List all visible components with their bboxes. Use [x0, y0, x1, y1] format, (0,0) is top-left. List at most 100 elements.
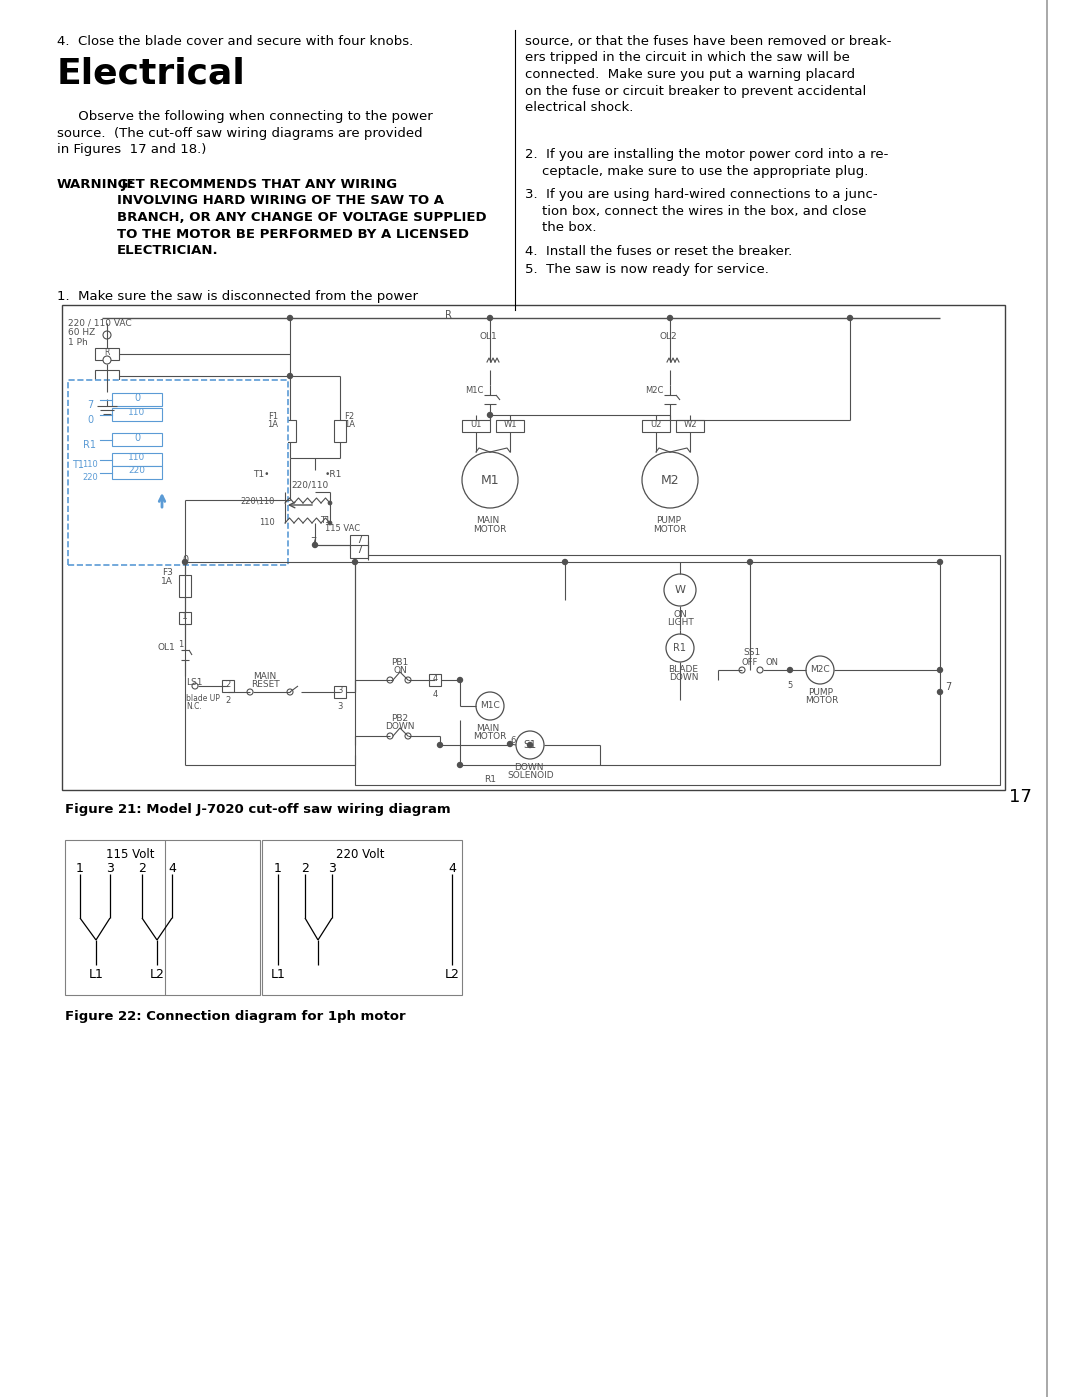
Text: M2C: M2C — [645, 386, 663, 395]
Circle shape — [462, 453, 518, 509]
Bar — [68, 380, 288, 564]
Text: T1•: T1• — [254, 469, 270, 479]
Text: 110: 110 — [82, 460, 98, 469]
Bar — [65, 840, 260, 995]
Text: OFF: OFF — [742, 658, 758, 666]
Text: 1A: 1A — [267, 420, 278, 429]
Text: 7: 7 — [356, 535, 362, 545]
Circle shape — [103, 331, 111, 339]
Text: MOTOR: MOTOR — [653, 525, 687, 534]
Text: source, or that the fuses have been removed or break-
ers tripped in the circuit: source, or that the fuses have been remo… — [525, 35, 891, 115]
Bar — [222, 680, 234, 692]
Text: 4: 4 — [432, 673, 437, 683]
Text: N.C.: N.C. — [186, 703, 202, 711]
Circle shape — [192, 683, 198, 689]
Bar — [642, 420, 670, 432]
Circle shape — [487, 412, 492, 418]
Text: 6: 6 — [510, 736, 515, 745]
Text: 4: 4 — [432, 690, 437, 698]
Circle shape — [312, 542, 318, 548]
Text: F2: F2 — [345, 412, 354, 420]
Text: OL2: OL2 — [660, 332, 677, 341]
Circle shape — [352, 560, 357, 564]
Bar — [112, 393, 162, 407]
Text: 220: 220 — [129, 467, 146, 475]
Text: M1C: M1C — [464, 386, 483, 395]
Circle shape — [226, 683, 230, 689]
Circle shape — [458, 678, 462, 683]
Circle shape — [937, 690, 943, 694]
Circle shape — [937, 668, 943, 672]
Text: 7: 7 — [945, 682, 951, 692]
Text: 1A: 1A — [345, 420, 355, 429]
Circle shape — [787, 668, 793, 672]
Bar — [676, 420, 704, 432]
Text: PUMP: PUMP — [808, 687, 833, 697]
Text: Observe the following when connecting to the power
source.  (The cut-off saw wir: Observe the following when connecting to… — [57, 110, 433, 156]
Bar — [112, 467, 162, 479]
Circle shape — [806, 657, 834, 685]
Text: MOTOR: MOTOR — [473, 732, 507, 740]
Text: R1: R1 — [484, 775, 496, 784]
Text: L2: L2 — [445, 968, 459, 981]
Text: 1A: 1A — [161, 577, 173, 585]
Text: PB1: PB1 — [391, 658, 408, 666]
Circle shape — [287, 689, 293, 694]
Text: Electrical: Electrical — [57, 57, 246, 91]
Circle shape — [387, 678, 393, 683]
Text: 110: 110 — [129, 408, 146, 416]
Text: 3: 3 — [337, 703, 342, 711]
Text: 5.  The saw is now ready for service.: 5. The saw is now ready for service. — [525, 263, 769, 277]
Text: M1: M1 — [481, 474, 499, 486]
Circle shape — [283, 521, 287, 525]
Circle shape — [458, 763, 462, 767]
Text: RESET: RESET — [251, 680, 280, 689]
Text: 1.  Make sure the saw is disconnected from the power: 1. Make sure the saw is disconnected fro… — [57, 291, 418, 303]
Text: DOWN: DOWN — [514, 763, 543, 773]
Circle shape — [437, 742, 443, 747]
Circle shape — [103, 356, 111, 365]
Text: M2: M2 — [661, 474, 679, 486]
Text: Figure 21: Model J-7020 cut-off saw wiring diagram: Figure 21: Model J-7020 cut-off saw wiri… — [65, 803, 450, 816]
Circle shape — [328, 502, 332, 504]
Text: Figure 22: Connection diagram for 1ph motor: Figure 22: Connection diagram for 1ph mo… — [65, 1010, 406, 1023]
Bar — [429, 673, 441, 686]
Text: 115 VAC: 115 VAC — [325, 524, 360, 534]
Text: 220 / 110 VAC: 220 / 110 VAC — [68, 319, 132, 327]
Circle shape — [508, 742, 513, 746]
Circle shape — [666, 634, 694, 662]
Text: 4.  Install the fuses or reset the breaker.: 4. Install the fuses or reset the breake… — [525, 244, 793, 258]
Bar — [112, 433, 162, 446]
Text: 4: 4 — [168, 862, 176, 875]
Text: DOWN: DOWN — [386, 722, 415, 731]
Bar — [179, 576, 191, 597]
Text: LIGHT: LIGHT — [667, 617, 693, 627]
Text: ON: ON — [393, 666, 407, 675]
Text: MAIN: MAIN — [254, 672, 276, 680]
Circle shape — [487, 316, 492, 320]
Text: W: W — [675, 585, 686, 595]
Text: F3: F3 — [162, 569, 173, 577]
Bar — [95, 348, 119, 360]
Text: blade UP: blade UP — [186, 694, 220, 703]
Circle shape — [337, 690, 342, 694]
Circle shape — [563, 560, 567, 564]
Bar — [334, 686, 346, 698]
Text: PUMP: PUMP — [656, 515, 681, 525]
Bar — [334, 420, 346, 441]
Text: OL1: OL1 — [158, 643, 175, 652]
Text: 110: 110 — [259, 518, 275, 527]
Text: R1: R1 — [83, 440, 96, 450]
Text: 3: 3 — [337, 686, 342, 694]
Text: F1: F1 — [268, 412, 278, 420]
Circle shape — [937, 560, 943, 564]
Text: 2: 2 — [301, 862, 309, 875]
Text: 0: 0 — [181, 555, 188, 564]
Bar — [112, 453, 162, 467]
Circle shape — [747, 560, 753, 564]
Text: 1: 1 — [183, 612, 188, 622]
Text: 7: 7 — [86, 400, 93, 409]
Bar — [496, 420, 524, 432]
Text: 1: 1 — [76, 862, 84, 875]
Text: 3: 3 — [328, 862, 336, 875]
